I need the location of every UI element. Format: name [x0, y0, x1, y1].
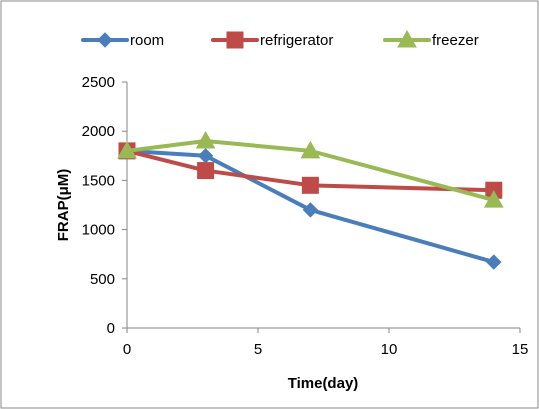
data-point-freezer — [483, 190, 504, 208]
legend-item-refrigerator: refrigerator — [211, 31, 333, 49]
legend-marker-room — [97, 32, 113, 48]
data-point-refrigerator — [197, 162, 215, 180]
x-tick-label: 10 — [381, 341, 398, 358]
legend-marker-refrigerator — [226, 31, 244, 49]
data-point-freezer — [300, 140, 321, 159]
y-tick-label: 1000 — [82, 222, 115, 239]
data-point-room — [302, 202, 319, 218]
legend-label-freezer: freezer — [432, 32, 479, 49]
y-tick-label: 2500 — [82, 74, 115, 91]
series-freezer — [117, 131, 504, 208]
axes — [126, 82, 520, 329]
legend-item-room: room — [81, 32, 164, 49]
x-ticks: 0 5 10 15 — [123, 328, 529, 358]
legend-item-freezer: freezer — [383, 29, 479, 49]
data-point-freezer — [195, 131, 216, 149]
series-line-freezer — [125, 139, 496, 203]
data-point-room — [486, 254, 502, 270]
y-ticks: 0 500 1000 1500 2000 2500 — [82, 74, 127, 337]
legend-label-room: room — [130, 32, 164, 49]
x-tick-label: 0 — [123, 341, 131, 358]
data-point-freezer — [117, 140, 137, 159]
y-tick-label: 500 — [90, 271, 115, 288]
plot-area — [117, 131, 504, 270]
y-tick-label: 1500 — [82, 172, 115, 189]
series-line-refrigerator — [125, 148, 496, 193]
x-axis-title: Time(day) — [288, 375, 359, 392]
legend: room refrigerator freezer — [81, 29, 479, 49]
data-point-refrigerator — [301, 176, 319, 194]
series-line-room — [125, 148, 496, 265]
legend-label-refrigerator: refrigerator — [260, 32, 333, 49]
y-tick-label: 2000 — [82, 123, 115, 140]
legend-marker-freezer — [397, 29, 417, 48]
x-tick-label: 15 — [512, 341, 529, 358]
series-room — [119, 143, 502, 270]
y-tick-label: 0 — [107, 320, 115, 337]
x-tick-label: 5 — [254, 341, 262, 358]
y-axis-title: FRAP(μM) — [55, 169, 72, 242]
